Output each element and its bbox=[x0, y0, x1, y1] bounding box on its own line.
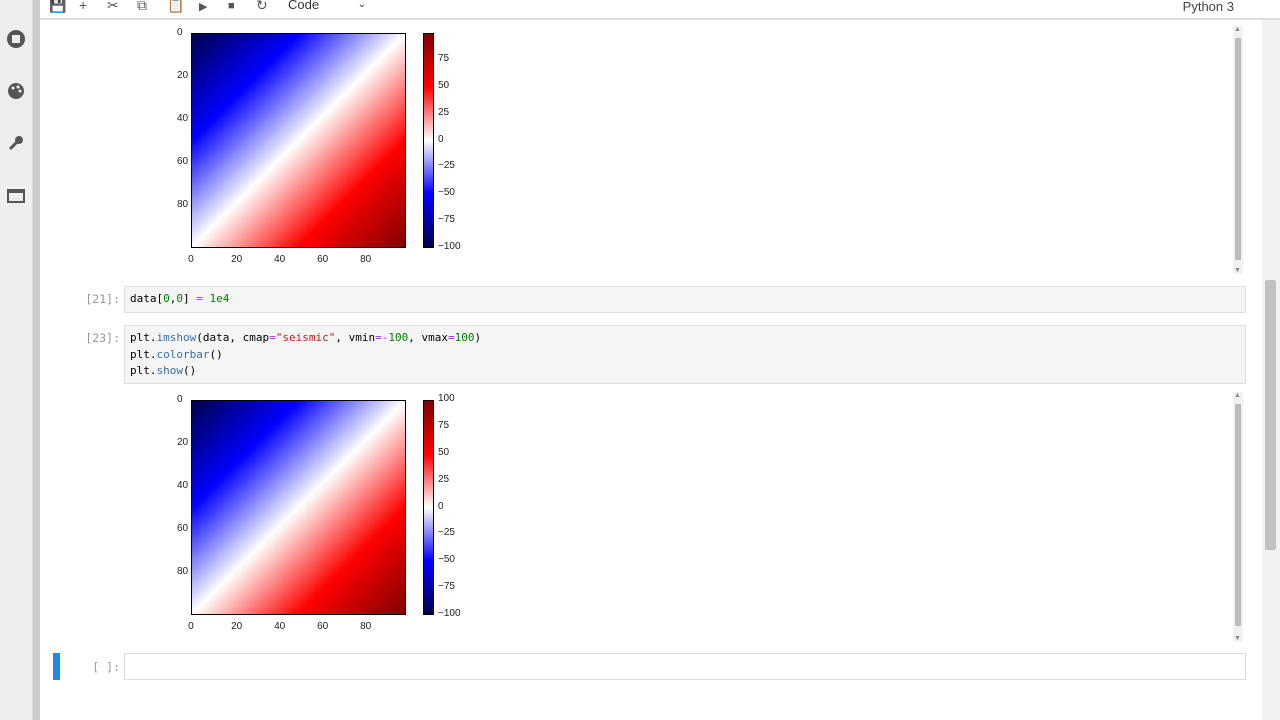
x-tick-label: 60 bbox=[317, 621, 329, 632]
colorbar-tick-label: −50 bbox=[438, 554, 455, 566]
colorbar-tick-label: 50 bbox=[438, 446, 450, 458]
colorbar-tick-label: 75 bbox=[438, 52, 450, 64]
y-tick-label: 60 bbox=[177, 523, 189, 535]
colorbar-tick-label: 25 bbox=[438, 106, 450, 118]
code-cell-23[interactable]: plt.imshow(data, cmap="seismic", vmin=-1… bbox=[124, 325, 1246, 384]
colorbar-tick-label: −75 bbox=[438, 581, 455, 593]
colorbar-tick-label: −25 bbox=[438, 160, 455, 172]
colorbar-tick-label: −50 bbox=[438, 187, 455, 199]
x-tick-label: 20 bbox=[231, 254, 243, 265]
output-scrollbar-1[interactable]: ▲ ▼ bbox=[1233, 26, 1243, 274]
x-tick-label: 80 bbox=[360, 621, 372, 632]
y-tick-label: 40 bbox=[177, 113, 189, 125]
copy-icon[interactable]: ⧉ bbox=[137, 0, 147, 13]
cell-type-value: Code bbox=[288, 0, 320, 12]
x-tick-label: 80 bbox=[360, 254, 372, 265]
x-tick-label: 40 bbox=[274, 254, 286, 265]
left-sidebar bbox=[0, 0, 33, 720]
colorbar-tick-label: −100 bbox=[438, 608, 461, 619]
x-tick-label: 0 bbox=[188, 254, 194, 265]
output-scrollbar-2[interactable]: ▲ ▼ bbox=[1233, 392, 1243, 642]
sidebar-splitter[interactable] bbox=[33, 0, 40, 720]
x-tick-label: 0 bbox=[188, 621, 194, 632]
cut-icon[interactable]: ✂ bbox=[107, 0, 119, 13]
save-icon[interactable]: 💾 bbox=[49, 0, 67, 13]
y-tick-label: 20 bbox=[177, 437, 189, 449]
scroll-up-arrow[interactable]: ▲ bbox=[1234, 26, 1241, 33]
stop-icon[interactable]: ■ bbox=[228, 0, 235, 12]
heatmap-image bbox=[191, 33, 406, 248]
colorbar bbox=[423, 33, 434, 248]
plus-icon[interactable]: + bbox=[79, 0, 88, 13]
main-scrollbar[interactable] bbox=[1262, 20, 1280, 720]
kernel-name[interactable]: Python 3 bbox=[1182, 0, 1234, 14]
restart-icon[interactable]: ↻ bbox=[256, 0, 268, 13]
colorbar-tick-label: 75 bbox=[438, 419, 450, 431]
colorbar-tick-label: 0 bbox=[438, 133, 444, 145]
notebook-toolbar: 💾 + ✂ ⧉ 📋 ▶ ■ ↻ Code ⌄ Python 3 bbox=[40, 0, 1280, 20]
colorbar-tick-label: 25 bbox=[438, 473, 450, 485]
x-tick-label: 20 bbox=[231, 621, 243, 632]
cell-prompt: [23]: bbox=[85, 331, 120, 345]
y-tick-label: 0 bbox=[177, 394, 183, 406]
colorbar-tick-label: −75 bbox=[438, 214, 455, 226]
colorbar-tick-label: 50 bbox=[438, 79, 450, 91]
cell-type-dropdown[interactable]: Code ⌄ bbox=[288, 0, 366, 12]
x-tick-label: 60 bbox=[317, 254, 329, 265]
wrench-icon[interactable] bbox=[6, 133, 26, 153]
heatmap-image bbox=[191, 400, 406, 615]
active-cell-indicator bbox=[53, 653, 60, 680]
cell-prompt: [21]: bbox=[85, 292, 120, 306]
running-icon[interactable] bbox=[6, 29, 26, 49]
tabs-icon[interactable] bbox=[6, 186, 26, 206]
x-tick-label: 40 bbox=[274, 621, 286, 632]
colorbar-tick-label: −100 bbox=[438, 241, 461, 252]
code-cell-21[interactable]: data[0,0] = 1e4 bbox=[124, 286, 1246, 313]
paste-icon[interactable]: 📋 bbox=[167, 0, 185, 13]
chevron-down-icon: ⌄ bbox=[357, 0, 366, 10]
y-tick-label: 60 bbox=[177, 156, 189, 168]
scroll-up-arrow[interactable]: ▲ bbox=[1234, 392, 1241, 399]
cell-prompt: [ ]: bbox=[92, 660, 120, 674]
y-tick-label: 0 bbox=[177, 27, 183, 39]
y-tick-label: 80 bbox=[177, 566, 189, 578]
colorbar-tick-label: 100 bbox=[438, 393, 455, 404]
empty-code-cell[interactable] bbox=[124, 653, 1246, 680]
colorbar-tick-label: −25 bbox=[438, 527, 455, 539]
colorbar-tick-label: 0 bbox=[438, 500, 444, 512]
y-tick-label: 40 bbox=[177, 480, 189, 492]
notebook-panel: 💾 + ✂ ⧉ 📋 ▶ ■ ↻ Code ⌄ Python 3 0 20 40 60 8… bbox=[40, 0, 1280, 720]
scroll-down-arrow[interactable]: ▼ bbox=[1234, 635, 1241, 642]
colorbar bbox=[423, 400, 434, 615]
run-icon[interactable]: ▶ bbox=[199, 1, 208, 13]
y-tick-label: 20 bbox=[177, 70, 189, 82]
heatmap-output-1: 0 20 40 60 80 0 20 40 60 80 75 50 25 0 −25 −50 −75 −100 bbox=[130, 27, 461, 273]
heatmap-output-2: 0 20 40 60 80 0 20 40 60 80 100 75 50 25 0 −25 −50 −75 −10… bbox=[130, 393, 461, 640]
y-tick-label: 80 bbox=[177, 199, 189, 211]
palette-icon[interactable] bbox=[6, 81, 26, 101]
scroll-down-arrow[interactable]: ▼ bbox=[1234, 267, 1241, 274]
